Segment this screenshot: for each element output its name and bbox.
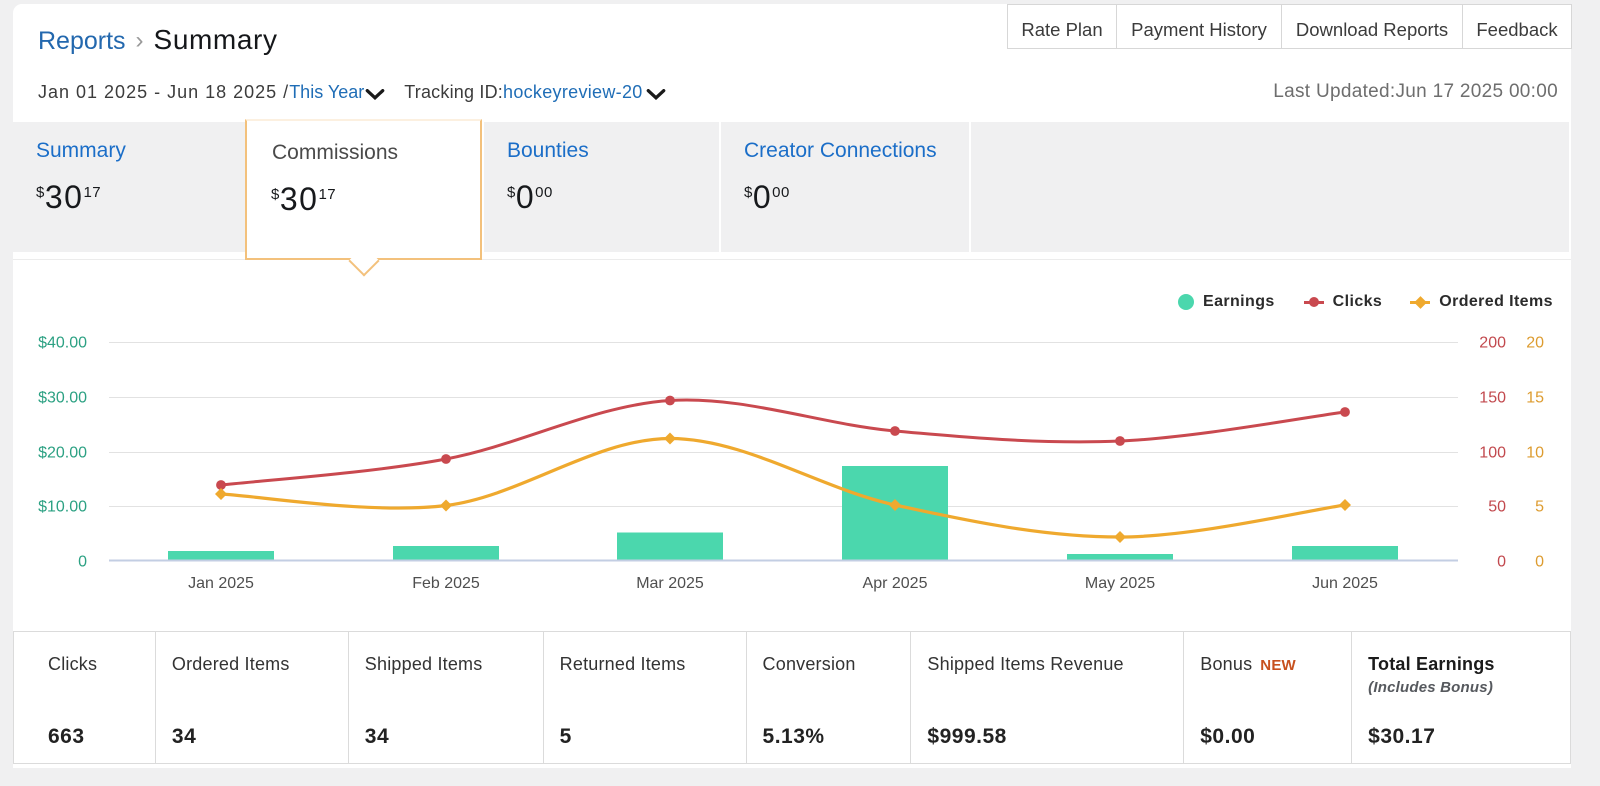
svg-text:0: 0 <box>1535 554 1544 571</box>
svg-text:0: 0 <box>1497 554 1506 571</box>
svg-text:15: 15 <box>1526 390 1544 407</box>
svg-text:May 2025: May 2025 <box>1085 575 1155 592</box>
svg-text:$20.00: $20.00 <box>38 445 87 462</box>
svg-text:$30.00: $30.00 <box>38 390 87 407</box>
svg-text:Jun 2025: Jun 2025 <box>1312 575 1378 592</box>
svg-text:$10.00: $10.00 <box>38 499 87 516</box>
svg-text:$40.00: $40.00 <box>38 335 87 352</box>
svg-text:150: 150 <box>1479 390 1506 407</box>
svg-text:10: 10 <box>1526 445 1544 462</box>
svg-text:0: 0 <box>78 554 87 571</box>
svg-text:Apr 2025: Apr 2025 <box>863 575 928 592</box>
svg-text:Mar 2025: Mar 2025 <box>636 575 704 592</box>
svg-text:200: 200 <box>1479 335 1506 352</box>
svg-text:Jan 2025: Jan 2025 <box>188 575 254 592</box>
svg-text:Feb 2025: Feb 2025 <box>412 575 480 592</box>
svg-text:5: 5 <box>1535 499 1544 516</box>
svg-text:100: 100 <box>1479 445 1506 462</box>
svg-text:50: 50 <box>1488 499 1506 516</box>
svg-text:20: 20 <box>1526 335 1544 352</box>
